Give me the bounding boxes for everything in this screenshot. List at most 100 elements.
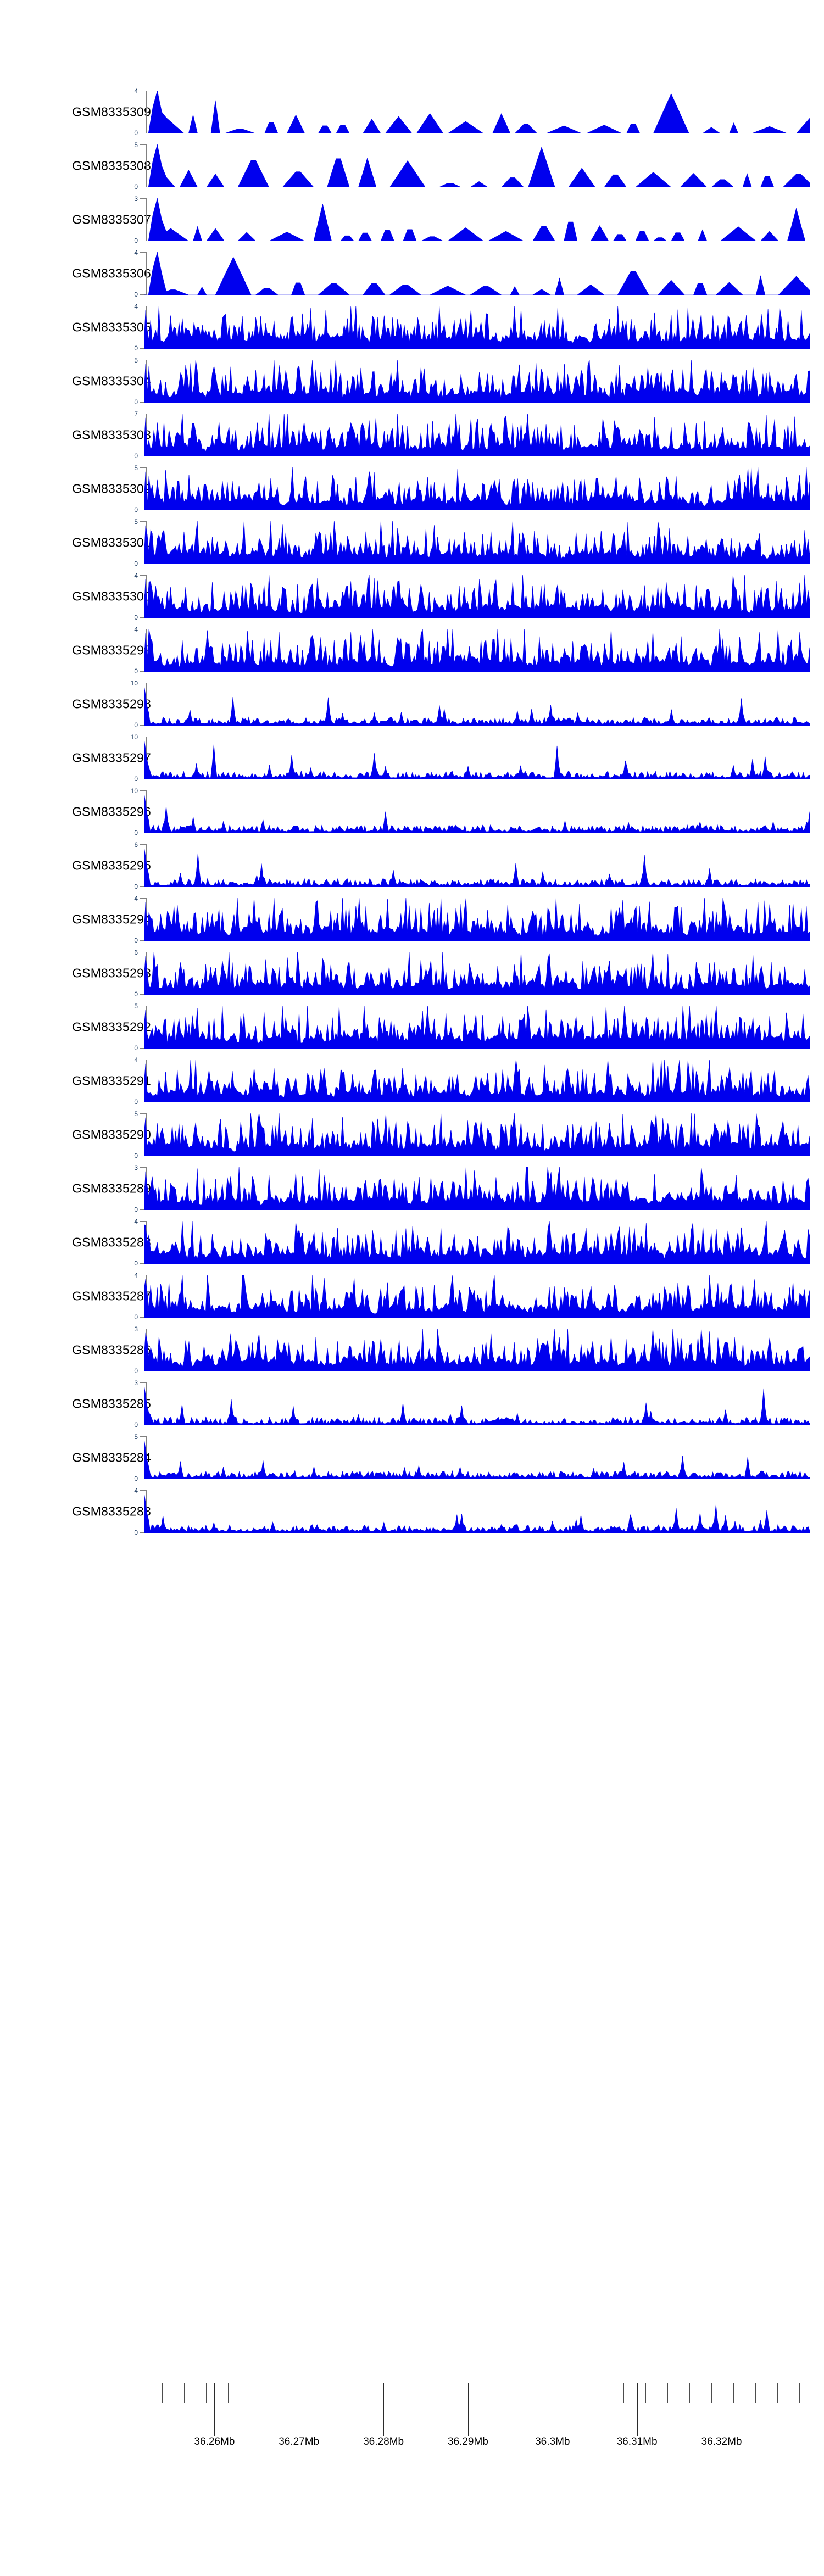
y-axis-min-label: 0 bbox=[134, 829, 138, 837]
track-label-gsm8335309: GSM8335309 bbox=[72, 104, 151, 119]
coverage-area bbox=[144, 1275, 810, 1318]
axis-major-tick bbox=[383, 2383, 385, 2436]
coverage-area bbox=[144, 1221, 810, 1264]
y-axis-max-label: 6 bbox=[134, 841, 138, 849]
coverage-area bbox=[144, 792, 810, 833]
y-axis-tick-max bbox=[140, 198, 147, 199]
y-axis-tick-max bbox=[140, 1113, 147, 1114]
coverage-track: GSM8335302 5 0 bbox=[0, 462, 824, 516]
coverage-track-list: GSM8335309 4 0 GSM8335308 5 0 GSM8335307 3 0 GSM8… bbox=[0, 85, 824, 1538]
coverage-plot-area bbox=[144, 467, 810, 510]
coverage-plot-area bbox=[144, 198, 810, 241]
coverage-plot-area bbox=[144, 144, 810, 187]
y-axis-tick-min bbox=[140, 671, 147, 672]
coverage-track: GSM8335291 4 0 bbox=[0, 1054, 824, 1108]
axis-tick-label: 36.32Mb bbox=[701, 2436, 742, 2447]
y-axis-min-label: 0 bbox=[134, 452, 138, 460]
track-label-gsm8335292: GSM8335292 bbox=[72, 1019, 151, 1034]
coverage-track: GSM8335286 3 0 bbox=[0, 1323, 824, 1377]
track-label-gsm8335285: GSM8335285 bbox=[72, 1396, 151, 1411]
coverage-track: GSM8335294 4 0 bbox=[0, 893, 824, 946]
track-label-gsm8335288: GSM8335288 bbox=[72, 1235, 151, 1250]
coverage-area bbox=[144, 198, 810, 241]
coverage-plot-area bbox=[144, 737, 810, 779]
coverage-plot-area bbox=[144, 898, 810, 941]
axis-minor-tick bbox=[228, 2383, 229, 2403]
coverage-plot-area bbox=[144, 306, 810, 349]
coverage-plot-area bbox=[144, 1382, 810, 1425]
coverage-plot-area bbox=[144, 683, 810, 726]
y-axis-tick-max bbox=[140, 252, 147, 253]
y-axis-tick-max bbox=[140, 467, 147, 468]
coverage-track: GSM8335307 3 0 bbox=[0, 193, 824, 247]
y-axis-tick-max bbox=[140, 575, 147, 576]
coverage-plot-area bbox=[144, 844, 810, 887]
coverage-plot-area bbox=[144, 952, 810, 995]
track-label-gsm8335295: GSM8335295 bbox=[72, 858, 151, 873]
coverage-plot-area bbox=[144, 1167, 810, 1210]
track-label-gsm8335299: GSM8335299 bbox=[72, 643, 151, 657]
coverage-track: GSM8335295 6 0 bbox=[0, 839, 824, 893]
y-axis-tick-min bbox=[140, 1263, 147, 1264]
axis-major-tick bbox=[214, 2383, 215, 2436]
track-label-gsm8335297: GSM8335297 bbox=[72, 750, 151, 765]
coverage-area bbox=[144, 629, 810, 672]
coverage-track: GSM8335305 4 0 bbox=[0, 300, 824, 354]
coverage-area bbox=[144, 306, 810, 349]
axis-minor-tick bbox=[711, 2383, 712, 2403]
track-label-gsm8335300: GSM8335300 bbox=[72, 589, 151, 604]
axis-minor-tick bbox=[755, 2383, 756, 2403]
y-axis-max-label: 3 bbox=[134, 1379, 138, 1387]
axis-major-tick bbox=[637, 2383, 638, 2436]
y-axis-max-label: 6 bbox=[134, 949, 138, 956]
coverage-area bbox=[144, 952, 810, 995]
y-axis-tick-min bbox=[140, 725, 147, 726]
y-axis-max-label: 4 bbox=[134, 572, 138, 579]
track-label-gsm8335284: GSM8335284 bbox=[72, 1450, 151, 1465]
coverage-track: GSM8335301 5 0 bbox=[0, 516, 824, 570]
y-axis-min-label: 0 bbox=[134, 398, 138, 406]
coverage-track: GSM8335289 3 0 bbox=[0, 1162, 824, 1215]
y-axis-tick-max bbox=[140, 521, 147, 522]
track-label-gsm8335308: GSM8335308 bbox=[72, 158, 151, 173]
coverage-plot-area bbox=[144, 1275, 810, 1318]
coverage-track: GSM8335299 4 0 bbox=[0, 623, 824, 677]
y-axis-min-label: 0 bbox=[134, 183, 138, 191]
track-label-gsm8335306: GSM8335306 bbox=[72, 266, 151, 281]
ideogram-row: chr15 bbox=[0, 2348, 824, 2381]
y-axis-max-label: 7 bbox=[134, 410, 138, 418]
y-axis-max-label: 5 bbox=[134, 141, 138, 149]
y-axis-max-label: 5 bbox=[134, 518, 138, 526]
y-axis-line bbox=[146, 198, 147, 241]
coverage-track: GSM8335296 10 0 bbox=[0, 785, 824, 839]
y-axis-max-label: 10 bbox=[130, 787, 138, 795]
axis-minor-tick bbox=[645, 2383, 646, 2403]
y-axis-max-label: 10 bbox=[130, 733, 138, 741]
axis-minor-tick bbox=[162, 2383, 163, 2403]
coverage-track: GSM8335306 4 0 bbox=[0, 247, 824, 300]
y-axis-min-label: 0 bbox=[134, 775, 138, 783]
coverage-track: GSM8335290 5 0 bbox=[0, 1108, 824, 1162]
y-axis-tick-max bbox=[140, 144, 147, 145]
track-label-gsm8335291: GSM8335291 bbox=[72, 1073, 151, 1088]
track-label-gsm8335305: GSM8335305 bbox=[72, 320, 151, 334]
y-axis-min-label: 0 bbox=[134, 129, 138, 137]
y-axis-min-label: 0 bbox=[134, 936, 138, 944]
coverage-track: GSM8335284 5 0 bbox=[0, 1431, 824, 1485]
coverage-plot-area bbox=[144, 1329, 810, 1371]
y-axis-tick-max bbox=[140, 1221, 147, 1222]
coverage-plot-area bbox=[144, 360, 810, 403]
y-axis-min-label: 0 bbox=[134, 1313, 138, 1321]
y-axis-tick-min bbox=[140, 348, 147, 349]
y-axis-min-label: 0 bbox=[134, 883, 138, 890]
coverage-track: GSM8335304 5 0 bbox=[0, 354, 824, 408]
coverage-track: GSM8335303 7 0 bbox=[0, 408, 824, 462]
y-axis-tick-min bbox=[140, 1532, 147, 1533]
track-label-gsm8335296: GSM8335296 bbox=[72, 804, 151, 819]
y-axis-line bbox=[146, 144, 147, 187]
coverage-area bbox=[144, 898, 810, 941]
track-label-gsm8335302: GSM8335302 bbox=[72, 481, 151, 496]
y-axis-tick-max bbox=[140, 790, 147, 791]
